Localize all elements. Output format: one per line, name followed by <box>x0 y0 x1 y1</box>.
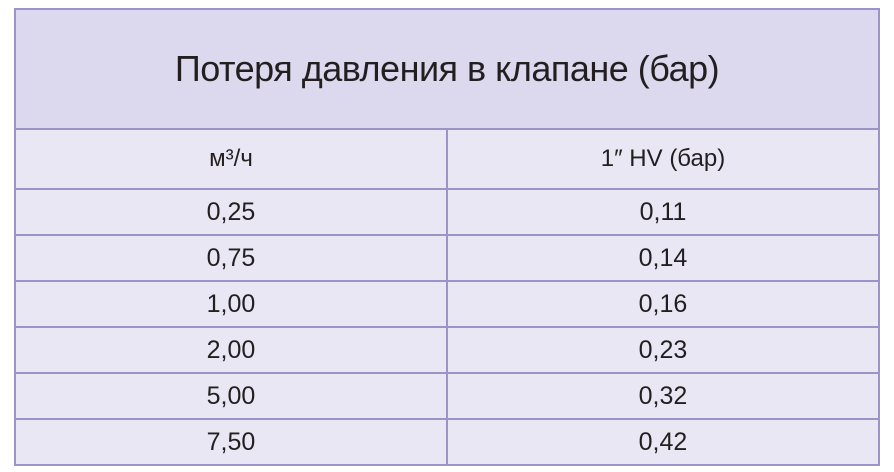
table-body: Потеря давления в клапане (бар) м³/ч 1″ … <box>14 8 880 466</box>
data-cell: 2,00 <box>14 326 448 374</box>
header-row: м³/ч 1″ HV (бар) <box>14 128 880 190</box>
data-cell: 0,42 <box>446 418 880 466</box>
pressure-loss-table: Потеря давления в клапане (бар) м³/ч 1″ … <box>14 8 880 466</box>
data-row: 0,25 0,11 <box>14 188 880 236</box>
data-cell: 7,50 <box>14 418 448 466</box>
data-row: 7,50 0,42 <box>14 418 880 466</box>
data-cell: 0,75 <box>14 234 448 282</box>
header-cell: 1″ HV (бар) <box>446 128 880 190</box>
data-cell: 5,00 <box>14 372 448 420</box>
data-row: 0,75 0,14 <box>14 234 880 282</box>
data-cell: 0,16 <box>446 280 880 328</box>
data-cell: 0,14 <box>446 234 880 282</box>
data-cell: 0,32 <box>446 372 880 420</box>
table-container: Потеря давления в клапане (бар) м³/ч 1″ … <box>14 8 880 466</box>
data-cell: 0,25 <box>14 188 448 236</box>
table-title: Потеря давления в клапане (бар) <box>14 8 880 130</box>
data-row: 1,00 0,16 <box>14 280 880 328</box>
data-cell: 0,23 <box>446 326 880 374</box>
header-cell: м³/ч <box>14 128 448 190</box>
data-row: 5,00 0,32 <box>14 372 880 420</box>
data-cell: 1,00 <box>14 280 448 328</box>
data-row: 2,00 0,23 <box>14 326 880 374</box>
data-cell: 0,11 <box>446 188 880 236</box>
title-row: Потеря давления в клапане (бар) <box>14 8 880 130</box>
